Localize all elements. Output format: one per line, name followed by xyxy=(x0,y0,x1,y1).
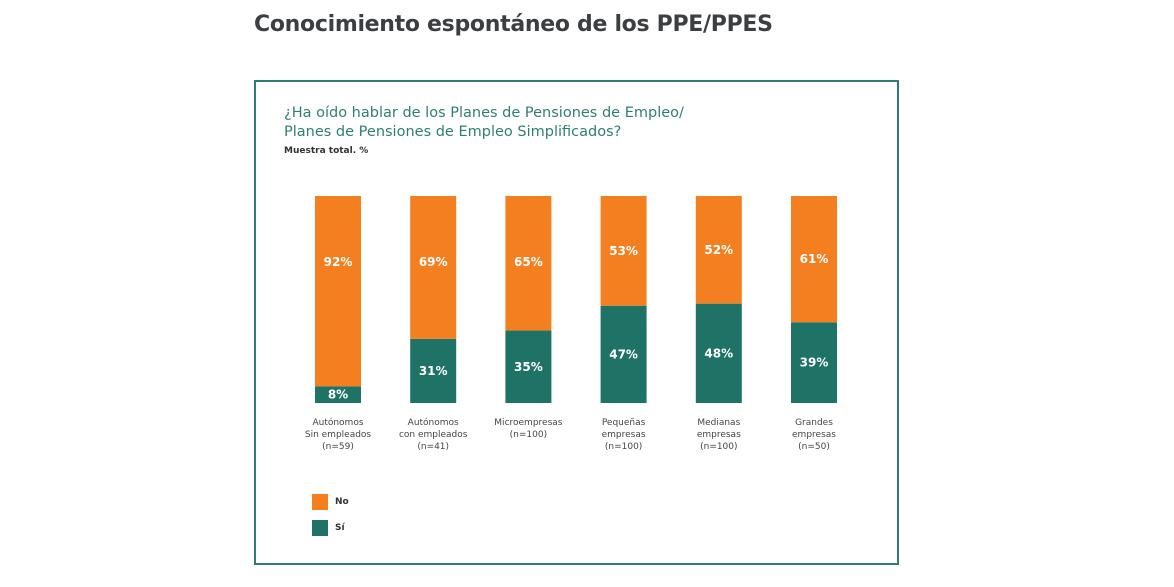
category-label-line: (n=59) xyxy=(322,442,354,452)
category-label-line: Autónomos xyxy=(408,417,459,428)
category-label-5: Medianas empresas (n=100) xyxy=(697,418,741,452)
data-label-si-1: 8% xyxy=(328,388,348,402)
bar-segment-no-6 xyxy=(791,196,837,323)
category-label-6: Grandes empresas (n=50) xyxy=(792,418,836,452)
stacked-bar-chart: 8% 92% Autónomos Sin empleados (n=59) 31% 69% A… xyxy=(305,196,837,452)
data-label-si-3: 35% xyxy=(514,360,543,374)
category-label-line: Autónomos xyxy=(312,417,363,428)
category-label-line: Sin empleados xyxy=(305,430,372,440)
data-label-no-2: 69% xyxy=(419,255,448,269)
data-label-si-4: 47% xyxy=(609,347,638,361)
bar-segment-no-1 xyxy=(315,196,361,387)
category-label-line: empresas xyxy=(697,430,741,440)
data-label-si-6: 39% xyxy=(800,356,829,370)
legend-label-si: Sí xyxy=(335,523,345,533)
data-label-no-3: 65% xyxy=(514,255,543,269)
bar-segment-si-2 xyxy=(410,338,457,403)
bar-segment-no-2 xyxy=(410,196,457,339)
bar-segment-si-1 xyxy=(315,386,361,403)
bar-segment-si-6 xyxy=(791,322,837,403)
legend-swatch-si xyxy=(312,520,328,536)
category-label-2: Autónomos con empleados (n=41) xyxy=(399,417,468,452)
category-label-line: empresas xyxy=(602,430,646,440)
category-label-line: Microempresas xyxy=(494,418,562,428)
data-label-si-5: 48% xyxy=(704,346,733,360)
category-label-line: (n=41) xyxy=(417,442,449,452)
category-label-line: (n=100) xyxy=(510,430,547,440)
data-label-no-5: 52% xyxy=(704,243,733,257)
category-label-line: Medianas xyxy=(697,418,740,428)
bar-segment-no-5 xyxy=(695,196,742,304)
category-label-line: (n=100) xyxy=(605,442,642,452)
bar-segment-no-4 xyxy=(600,196,647,306)
legend-item-no: No xyxy=(312,494,349,510)
data-label-no-4: 53% xyxy=(609,244,638,258)
legend: No Sí xyxy=(312,494,349,546)
chart-title-line-2: Planes de Pensiones de Empleo Simplifica… xyxy=(284,124,622,140)
page-title: Conocimiento espontáneo de los PPE/PPES xyxy=(254,12,773,37)
category-label-1: Autónomos Sin empleados (n=59) xyxy=(305,417,372,452)
category-label-line: Pequeñas xyxy=(602,418,646,428)
bar-segment-si-3 xyxy=(505,330,552,403)
category-label-line: con empleados xyxy=(399,430,468,440)
chart-panel: ¿Ha oído hablar de los Planes de Pension… xyxy=(254,80,899,565)
legend-label-no: No xyxy=(335,497,349,507)
chart-title: ¿Ha oído hablar de los Planes de Pension… xyxy=(284,104,684,142)
category-label-line: Grandes xyxy=(795,418,833,428)
data-label-si-2: 31% xyxy=(419,364,448,378)
category-label-line: empresas xyxy=(792,430,836,440)
data-label-no-1: 92% xyxy=(324,255,353,269)
legend-swatch-no xyxy=(312,494,328,510)
category-label-4: Pequeñas empresas (n=100) xyxy=(602,418,646,452)
category-label-3: Microempresas (n=100) xyxy=(494,418,562,440)
chart-title-line-1: ¿Ha oído hablar de los Planes de Pension… xyxy=(284,105,684,121)
bar-segment-no-3 xyxy=(505,196,552,331)
bar-segment-si-5 xyxy=(695,303,742,403)
chart-subtitle: Muestra total. % xyxy=(284,146,369,156)
legend-item-si: Sí xyxy=(312,520,349,536)
bar-segment-si-4 xyxy=(600,305,647,403)
category-label-line: (n=100) xyxy=(700,442,737,452)
data-label-no-6: 61% xyxy=(800,252,829,266)
category-label-line: (n=50) xyxy=(798,442,830,452)
